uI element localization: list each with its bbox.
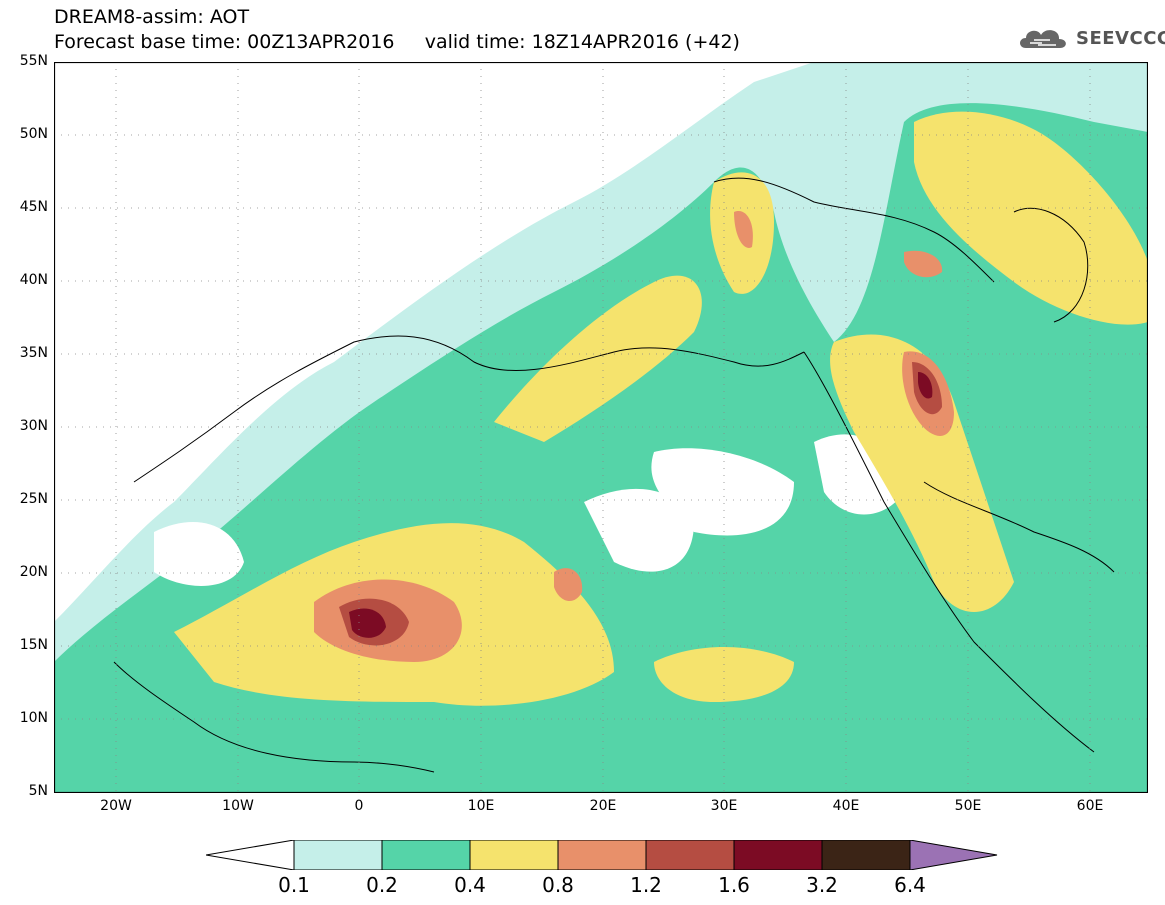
- lon-label: 60E: [1076, 798, 1104, 814]
- colorbar-segment: [821, 840, 911, 870]
- lat-label: 30N: [19, 418, 48, 434]
- colorbar-segment-over: [909, 840, 998, 870]
- colorbar-label: 6.4: [894, 873, 926, 897]
- aot-band-0.4-mesopotamia: [830, 334, 1014, 612]
- lon-label: 0: [354, 798, 364, 814]
- colorbar-label: 0.2: [366, 873, 398, 897]
- colorbar-segment: [557, 840, 647, 870]
- lat-label: 50N: [19, 126, 48, 142]
- clear-patch-sahara-west: [154, 522, 244, 586]
- aot-band-0.4-libya: [494, 275, 702, 442]
- forecast-time-line: Forecast base time: 00Z13APR2016 valid t…: [54, 31, 740, 53]
- map-title: DREAM8-assim: AOT: [54, 6, 250, 28]
- colorbar-segment: [645, 840, 735, 870]
- aot-colorbar: [206, 840, 998, 870]
- clear-patch-europe: [54, 62, 754, 462]
- map-border: [54, 62, 1148, 793]
- lat-label: 40N: [19, 272, 48, 288]
- aot-band-0.4-caspian: [914, 111, 1148, 325]
- coastlines: [113, 177, 1115, 773]
- logo-text: SEEVCCC: [1076, 27, 1165, 49]
- lat-label: 10N: [19, 710, 48, 726]
- aot-band-0.8-chad: [554, 568, 583, 602]
- aot-band-1.6-iraq: [918, 372, 933, 399]
- graticule: [54, 62, 1148, 793]
- aot-map: [54, 62, 1148, 793]
- seevccc-logo: SEEVCCC: [1016, 24, 1165, 52]
- colorbar-segment: [381, 840, 471, 870]
- aot-band-1.6: [349, 608, 386, 638]
- colorbar-label: 0.4: [454, 873, 486, 897]
- lon-label: 50E: [954, 798, 982, 814]
- lon-label: 40E: [832, 798, 860, 814]
- colorbar-label: 1.6: [718, 873, 750, 897]
- colorbar-label: 3.2: [806, 873, 838, 897]
- colorbar-segment-under: [206, 840, 295, 870]
- colorbar-label: 1.2: [630, 873, 662, 897]
- colorbar-segment: [733, 840, 823, 870]
- lat-label: 35N: [19, 345, 48, 361]
- aot-band-0.4-sudan: [654, 647, 794, 702]
- clear-patch-egypt: [651, 448, 794, 536]
- colorbar-segment: [469, 840, 559, 870]
- lon-label: 10W: [222, 798, 254, 814]
- lat-label: 5N: [28, 783, 48, 799]
- lat-label: 20N: [19, 564, 48, 580]
- lon-label: 20E: [589, 798, 617, 814]
- aot-band-0.8-black: [734, 211, 753, 248]
- cloud-icon: [1020, 30, 1066, 48]
- aot-band-0.8-caucasus: [904, 250, 943, 278]
- colorbar-segment: [293, 840, 383, 870]
- clear-patch-libya: [584, 488, 694, 572]
- lat-label: 15N: [19, 637, 48, 653]
- lon-label: 10E: [467, 798, 495, 814]
- lat-label: 55N: [19, 53, 48, 69]
- lon-label: 30E: [710, 798, 738, 814]
- lat-label: 25N: [19, 491, 48, 507]
- lon-label: 20W: [100, 798, 132, 814]
- colorbar-label: 0.8: [542, 873, 574, 897]
- colorbar-label: 0.1: [278, 873, 310, 897]
- lat-label: 45N: [19, 199, 48, 215]
